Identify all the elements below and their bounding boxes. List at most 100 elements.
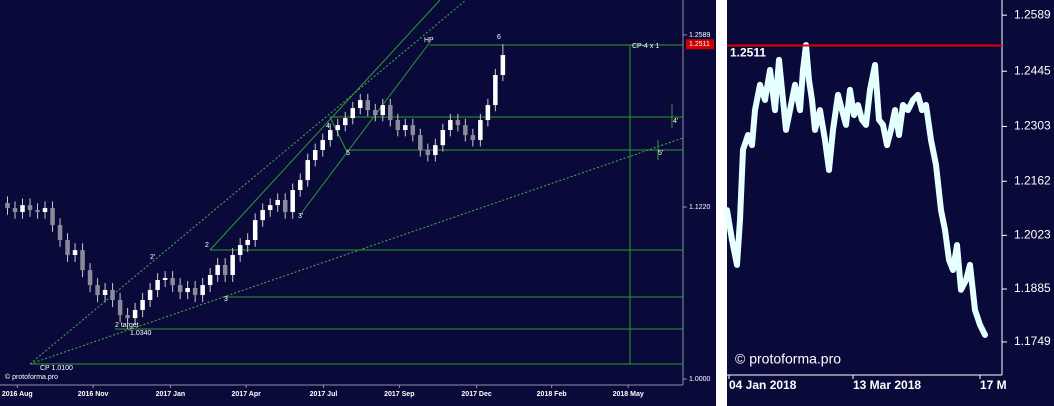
annotation: 3' [298, 213, 303, 220]
candle-body [260, 210, 265, 221]
candle-body [87, 270, 93, 286]
candle-body [327, 130, 333, 141]
annotation: 5' [658, 150, 663, 157]
candle-body [350, 108, 356, 119]
candle-body [245, 239, 250, 246]
candle-body [50, 208, 55, 226]
x-tick-label: 13 Mar 2018 [853, 378, 921, 392]
annotation: 3 [224, 296, 228, 303]
candle-body [463, 125, 468, 136]
candle-body [185, 287, 190, 293]
trend-line [209, 0, 441, 251]
candle-body [440, 130, 446, 146]
annotation: HP [424, 37, 434, 44]
candle-body [200, 285, 205, 296]
candle-body [418, 135, 423, 151]
x-tick-label: 2016 Aug [2, 391, 33, 398]
candle-body [275, 199, 280, 206]
trend-line [29, 0, 467, 365]
watermark: © protoforma.pro [735, 351, 841, 367]
candle-body [132, 309, 138, 319]
candle-body [125, 315, 130, 319]
annotation: 2' [150, 254, 155, 261]
price-level-label: 1.2511 [730, 46, 766, 60]
x-tick-label: 2017 Sep [384, 391, 414, 398]
x-tick-label: 2018 May [613, 391, 644, 398]
candle-body [500, 55, 506, 76]
candle-body [320, 140, 325, 151]
left-panel-bg [0, 0, 716, 406]
candle-body [448, 120, 453, 131]
candle-body [485, 105, 491, 121]
candle-body [388, 105, 393, 121]
y-tick-label: 1.2445 [1014, 63, 1051, 77]
candle-body [365, 100, 371, 111]
x-tick-label: 2018 Feb [537, 391, 567, 398]
annotation: 4' [673, 118, 678, 125]
y-tick-label: 1.2589 [689, 32, 711, 39]
annotation: 2 [205, 242, 209, 249]
candle-body [252, 220, 258, 240]
candle-body [312, 150, 318, 161]
x-tick-label: 17 M [980, 378, 1007, 392]
candle-body [282, 199, 288, 213]
candle-body [192, 287, 198, 296]
candle-body [297, 180, 303, 191]
candle-body [215, 264, 220, 275]
candle-body [110, 289, 115, 300]
y-tick-label: 1.2589 [1014, 7, 1051, 21]
annotation: CP 1.0100 [40, 365, 73, 372]
candle-body [335, 125, 340, 131]
annotation: 6 [497, 34, 501, 41]
candle-body [207, 274, 213, 286]
candle-body [147, 289, 153, 300]
trend-line [29, 137, 684, 365]
y-tick-label: 1.2162 [1014, 173, 1051, 187]
candle-body [12, 208, 18, 213]
x-tick-label: 2017 Apr [232, 391, 262, 398]
candle-body [433, 145, 438, 156]
candle-body [57, 225, 63, 240]
annotation: 5 [346, 150, 350, 157]
x-tick-label: 2016 Nov [78, 391, 109, 398]
candle-body [80, 250, 85, 271]
candle-body [95, 285, 100, 296]
last-price-box [686, 39, 714, 50]
y-tick-label: 1.0000 [689, 376, 711, 383]
candle-body [290, 190, 295, 213]
candle-body [358, 100, 363, 109]
candle-body [222, 264, 228, 275]
x-tick-label: 2017 Jul [310, 391, 338, 398]
annotation: 4 [326, 123, 330, 130]
candle-body [410, 125, 416, 136]
candle-body [140, 299, 145, 310]
candle-body [230, 255, 235, 275]
candle-body [162, 278, 168, 281]
y-tick-label: 1.2023 [1014, 228, 1051, 242]
y-tick-label: 1.1749 [1014, 334, 1051, 348]
candle-body [65, 239, 70, 256]
candle-body [155, 280, 160, 290]
trend-line [299, 41, 431, 216]
candle-body [35, 210, 40, 213]
candle-body [478, 120, 483, 141]
last-price-label: 1.2511 [689, 41, 710, 48]
annotations: HP 6 CP-4 x 1 4 4' 5 5' 3' 2 2' 3 2 targ… [5, 34, 841, 381]
candle-body [425, 150, 431, 156]
y-tick-label: 1.1885 [1014, 281, 1051, 295]
x-tick-label: 04 Jan 2018 [729, 378, 797, 392]
x-tick-label: 2017 Jan [156, 391, 186, 398]
candle-body [117, 299, 123, 316]
candle-body [72, 250, 78, 256]
candle-body [493, 75, 498, 106]
candle-body [5, 203, 10, 209]
watermark: © protoforma.pro [5, 373, 58, 381]
panel-separator [716, 0, 727, 406]
candle-body [20, 205, 25, 213]
candle-body [403, 125, 408, 131]
candle-body [237, 245, 243, 256]
price-line [724, 42, 988, 338]
x-tick-label: 2017 Dec [461, 391, 491, 398]
candle-body [177, 285, 183, 293]
candle-body [267, 205, 273, 211]
